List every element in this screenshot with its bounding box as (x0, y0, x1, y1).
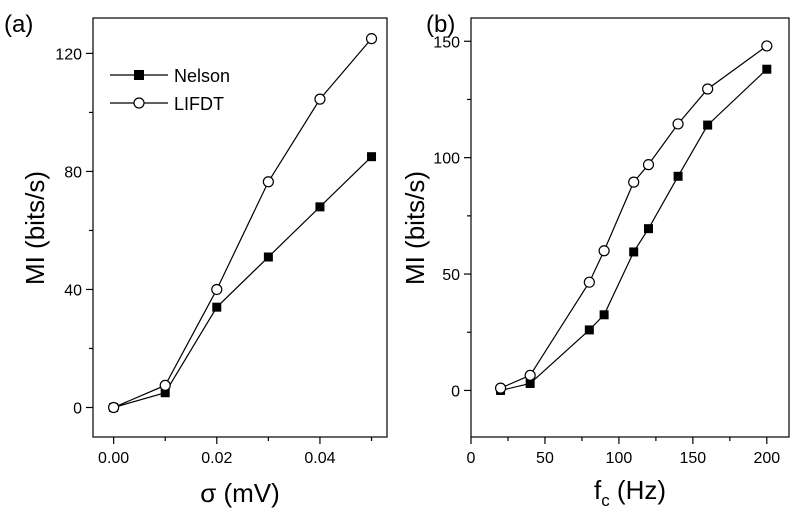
panel-b-series-nelson-line (500, 68, 768, 392)
panel-a-label: (a) (4, 11, 33, 38)
panel-a-x-tick-label: 0.02 (201, 450, 232, 467)
panel-a-series (108, 33, 378, 414)
panel-a-ticks: 0.00 0.02 0.04 0 40 80 120 (55, 46, 373, 467)
panel-a-point-nelson (212, 302, 222, 312)
panel-b-point-nelson (673, 171, 683, 181)
panel-b-label: (b) (426, 11, 455, 38)
panel-a-series-lifdt-line (113, 38, 372, 409)
legend-nelson-marker (134, 70, 144, 80)
panel-b-point-lifdt (761, 40, 773, 52)
panel-b-point-lifdt (583, 276, 595, 288)
panel-a-point-lifdt (108, 401, 120, 414)
legend: Nelson LIFDT (110, 66, 230, 114)
panel-a-y-tick-label: 40 (64, 282, 82, 299)
panel-b-point-nelson (599, 310, 609, 320)
panel-b-point-lifdt (642, 159, 655, 171)
panel-b-x-axis-main: f (594, 475, 602, 505)
panel-b-point-nelson (584, 325, 594, 335)
panel-b-x-tick-label: 100 (606, 450, 633, 467)
panel-a-plot-frame (92, 17, 388, 438)
panel-b-point-lifdt (702, 83, 714, 95)
legend-lifdt-marker (133, 97, 145, 109)
panel-b-point-lifdt (524, 369, 536, 381)
panel-b-point-nelson (525, 378, 535, 388)
panel-b-x-tick-label: 0 (467, 450, 476, 467)
panel-a-y-tick-label: 0 (73, 400, 82, 417)
panel-b-x-axis-unit: (Hz) (610, 475, 666, 505)
panel-a-point-nelson (160, 388, 170, 398)
panel-b-point-nelson (629, 247, 639, 257)
panel-a-y-tick-label: 80 (64, 164, 82, 181)
panel-b-y-tick-label: 100 (433, 151, 460, 168)
panel-b-y-tick-label: 0 (451, 383, 460, 400)
panel-a-point-nelson (367, 152, 377, 162)
panel-b-point-nelson (762, 64, 772, 74)
panel-a-point-lifdt (365, 33, 378, 45)
panel-a-x-axis-title: σ (mV) (200, 478, 280, 508)
panel-b-point-lifdt (598, 245, 610, 257)
panel-b-plot-frame (470, 17, 790, 438)
legend-lifdt-label: LIFDT (174, 94, 224, 114)
panel-a-x-tick-label: 0.00 (98, 450, 129, 467)
panel-b-x-axis-title: fc (Hz) (594, 475, 666, 509)
panel-b-ticks: 0 50 100 150 200 0 50 100 150 (433, 34, 780, 467)
panel-a-point-lifdt (262, 176, 274, 188)
panel-b-y-tick-label: 50 (442, 267, 460, 284)
panel-a-series-nelson-line (113, 156, 372, 409)
panel-a: (a) 0.00 0.02 0.04 0 40 80 120 Nelson LIFDT MI… (4, 11, 388, 508)
panel-b-point-lifdt (494, 382, 507, 394)
panel-b-x-axis-sub: c (601, 491, 610, 509)
panel-a-y-tick-label: 120 (55, 46, 82, 63)
panel-b-x-tick-label: 150 (680, 450, 707, 467)
panel-b-point-lifdt (672, 118, 684, 130)
panel-a-x-tick-label: 0.04 (304, 450, 335, 467)
panel-b-x-tick-label: 50 (536, 450, 554, 467)
panel-a-point-lifdt (159, 379, 171, 391)
panel-a-point-lifdt (314, 93, 326, 105)
legend-nelson-label: Nelson (174, 66, 230, 86)
panel-b-series (494, 40, 773, 395)
panel-b-series-lifdt-line (500, 45, 768, 389)
panel-a-y-axis-title: MI (bits/s) (20, 171, 50, 285)
panel-b: (b) 0 50 100 150 200 0 50 100 150 MI (bits/s) fc… (400, 11, 790, 509)
panel-b-point-nelson (703, 120, 713, 130)
panel-b-y-tick-label: 150 (433, 34, 460, 51)
panel-a-point-nelson (315, 202, 325, 212)
panel-a-point-lifdt (211, 283, 223, 296)
panel-b-x-tick-label: 200 (753, 450, 780, 467)
panel-a-point-nelson (263, 252, 273, 262)
panel-b-point-nelson (643, 224, 653, 234)
panel-b-y-axis-title: MI (bits/s) (400, 171, 430, 285)
panel-b-point-lifdt (628, 176, 640, 188)
